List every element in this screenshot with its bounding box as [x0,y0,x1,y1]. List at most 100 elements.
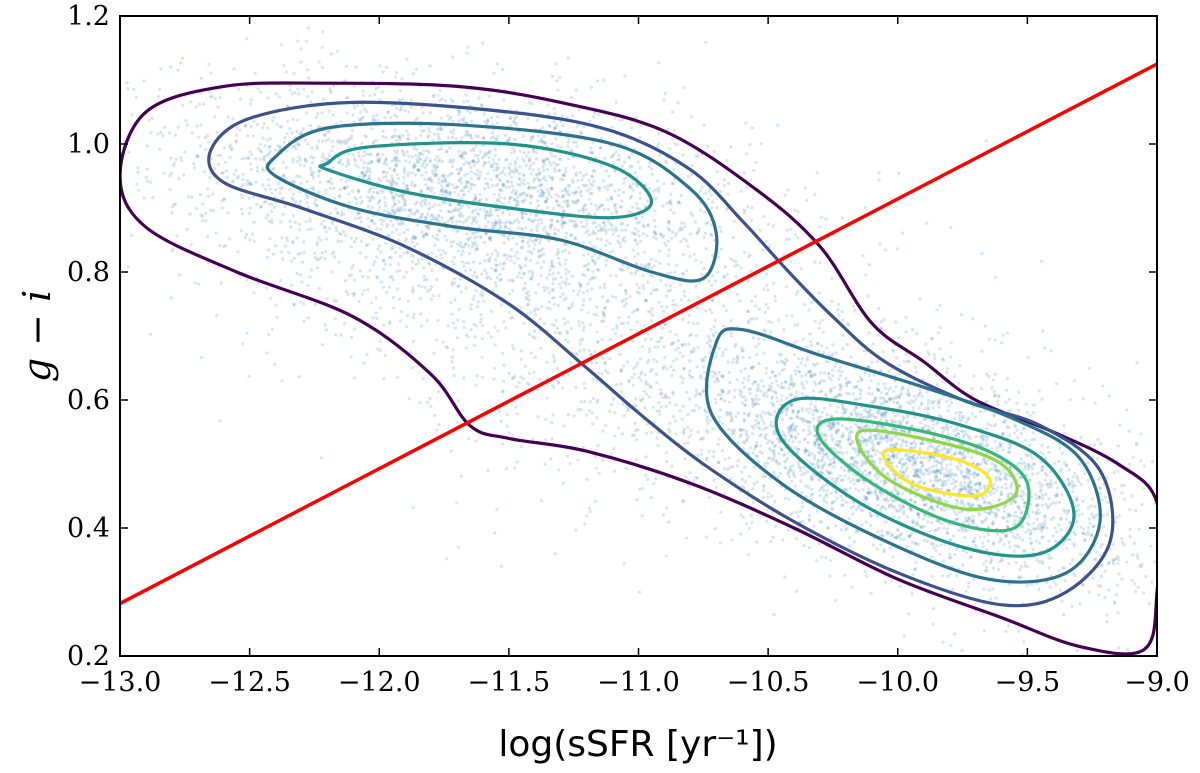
scatter-point [541,194,545,198]
scatter-point [907,458,911,462]
scatter-point [477,199,481,204]
scatter-point [667,220,671,224]
scatter-point [232,172,236,176]
scatter-point [967,522,972,526]
scatter-point [1016,504,1021,509]
scatter-point [675,263,679,267]
scatter-point [627,155,632,159]
scatter-point [822,406,827,410]
scatter-point [690,213,694,217]
scatter-point [1003,475,1007,479]
scatter-point [789,468,793,472]
scatter-point [940,357,945,361]
scatter-point [769,494,774,498]
scatter-point [689,115,694,119]
scatter-point [317,60,321,64]
scatter-point [395,158,399,162]
scatter-point [570,178,575,182]
scatter-point [961,563,965,567]
scatter-point [527,186,531,190]
scatter-point [613,169,618,173]
scatter-point [802,472,807,476]
scatter-point [288,83,292,87]
scatter-point [431,172,435,176]
scatter-point [895,535,899,539]
scatter-point [848,469,852,473]
scatter-point [1082,527,1086,531]
scatter-point [581,273,585,277]
scatter-point [396,287,400,291]
scatter-point [590,245,594,249]
scatter-point [469,183,473,187]
scatter-point [555,79,559,83]
scatter-point [710,233,714,237]
scatter-point [309,100,313,104]
scatter-point [780,385,784,389]
scatter-point [338,187,342,191]
scatter-point [441,266,445,270]
scatter-point [803,186,808,190]
scatter-point [460,136,464,140]
scatter-point [888,438,892,443]
scatter-point [566,140,570,144]
scatter-point [966,451,971,455]
scatter-point [400,148,404,153]
scatter-point [373,93,377,97]
scatter-point [632,232,637,236]
scatter-point [448,191,452,195]
scatter-point [559,263,563,267]
scatter-point [512,171,516,175]
scatter-point [515,199,519,203]
scatter-point [343,139,347,143]
scatter-point [417,261,421,265]
scatter-point [351,113,355,117]
scatter-point [332,196,336,201]
scatter-point [473,236,477,240]
scatter-point [494,269,498,273]
scatter-point [892,400,896,404]
scatter-point [973,543,978,548]
scatter-point [539,137,544,141]
scatter-point [440,188,444,192]
scatter-point [851,472,855,476]
scatter-point [322,97,326,101]
scatter-point [381,129,385,133]
scatter-point [762,338,766,342]
scatter-point [304,39,308,44]
scatter-point [466,180,470,184]
scatter-point [794,292,798,296]
scatter-point [1038,481,1042,485]
scatter-point [529,277,533,281]
scatter-point [807,454,811,458]
scatter-point [270,209,274,214]
scatter-point [369,219,374,223]
scatter-point [825,469,829,473]
scatter-point [854,478,859,482]
scatter-point [940,462,944,466]
scatter-point [218,244,222,248]
scatter-point [502,254,506,258]
scatter-point [532,177,537,181]
scatter-point [851,392,856,396]
scatter-point [991,486,995,490]
scatter-point [472,294,476,298]
scatter-point [965,471,969,475]
scatter-point [853,459,857,463]
scatter-point [668,284,673,288]
scatter-point [838,384,842,388]
scatter-point [669,192,673,197]
scatter-point [653,209,657,213]
scatter-point [691,163,695,167]
scatter-point [456,249,460,253]
scatter-point [430,268,434,273]
scatter-point [913,541,918,545]
scatter-point [810,451,814,455]
scatter-point [406,174,410,178]
scatter-point [629,186,633,190]
scatter-point [419,213,423,217]
scatter-point [515,242,519,246]
scatter-point [281,174,285,178]
scatter-point [416,168,420,172]
scatter-point [873,434,877,438]
